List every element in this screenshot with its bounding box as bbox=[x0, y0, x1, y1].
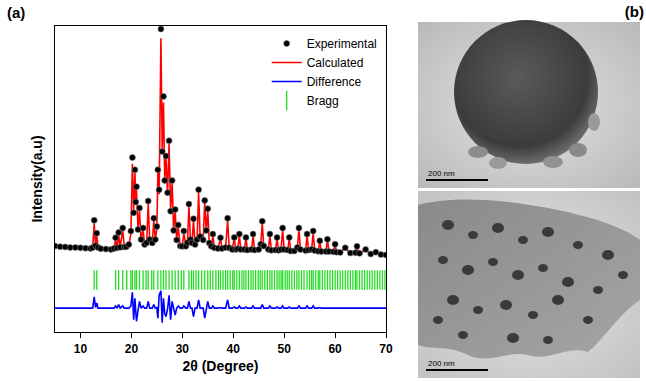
svg-text:30: 30 bbox=[176, 342, 190, 356]
svg-text:Bragg: Bragg bbox=[307, 94, 339, 108]
svg-text:Experimental: Experimental bbox=[307, 37, 377, 51]
svg-text:60: 60 bbox=[328, 342, 342, 356]
svg-text:70: 70 bbox=[379, 342, 393, 356]
svg-text:Difference: Difference bbox=[307, 75, 362, 89]
svg-text:20: 20 bbox=[125, 342, 139, 356]
svg-text:2θ (Degree): 2θ (Degree) bbox=[182, 358, 258, 374]
svg-text:(b): (b) bbox=[625, 3, 644, 20]
svg-text:(a): (a) bbox=[7, 4, 25, 21]
svg-text:40: 40 bbox=[227, 342, 241, 356]
svg-text:200 nm: 200 nm bbox=[428, 359, 455, 368]
svg-text:10: 10 bbox=[74, 342, 88, 356]
svg-text:Calculated: Calculated bbox=[307, 56, 364, 70]
svg-text:200 nm: 200 nm bbox=[428, 169, 455, 178]
svg-text:Intensity(a.u): Intensity(a.u) bbox=[29, 135, 45, 222]
svg-text:50: 50 bbox=[277, 342, 291, 356]
